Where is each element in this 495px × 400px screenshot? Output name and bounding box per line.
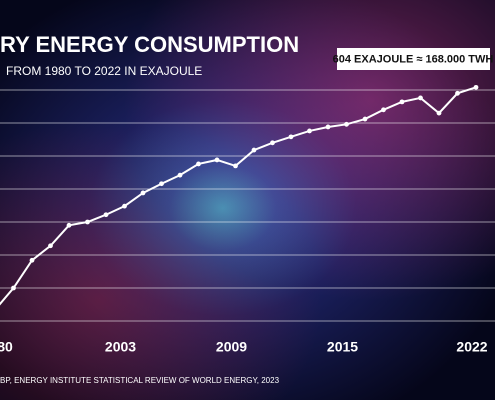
x-tick-label: 2003 (105, 339, 136, 355)
data-point (325, 124, 331, 130)
annotation-box (337, 48, 490, 70)
data-point (436, 110, 442, 116)
chart-title: RY ENERGY CONSUMPTION (0, 32, 299, 57)
data-point (29, 257, 35, 263)
data-point (381, 107, 386, 113)
data-point (103, 212, 109, 218)
data-point (307, 128, 312, 134)
data-point (159, 181, 164, 187)
x-tick-label: 2022 (456, 339, 487, 355)
data-point (233, 163, 238, 169)
grid (0, 89, 495, 322)
data-point (288, 134, 294, 140)
data-point (214, 157, 220, 163)
x-tick-label: 2009 (216, 339, 247, 355)
data-point (11, 285, 16, 291)
x-tick-label: 2015 (327, 339, 358, 355)
data-point (196, 161, 201, 167)
data-point (362, 116, 368, 122)
data-point (177, 172, 183, 178)
data-point (48, 243, 53, 249)
data-point (399, 99, 405, 105)
data-point (418, 95, 423, 101)
data-point (473, 84, 479, 90)
data-point (140, 190, 146, 196)
annotation: 604 EXAJOULE ≈ 168.000 TWH (333, 53, 494, 65)
data-point (122, 203, 127, 209)
data-point (66, 222, 72, 228)
x-tick-label: 80 (0, 339, 13, 355)
data-point (344, 121, 349, 127)
source: BP, ENERGY INSTITUTE STATISTICAL REVIEW … (0, 376, 280, 385)
data-point (85, 219, 90, 225)
data-point (251, 147, 257, 153)
data-point (270, 140, 275, 146)
plot (0, 84, 479, 306)
data-point (455, 90, 460, 96)
chart-subtitle: FROM 1980 TO 2022 IN EXAJOULE (6, 64, 202, 78)
